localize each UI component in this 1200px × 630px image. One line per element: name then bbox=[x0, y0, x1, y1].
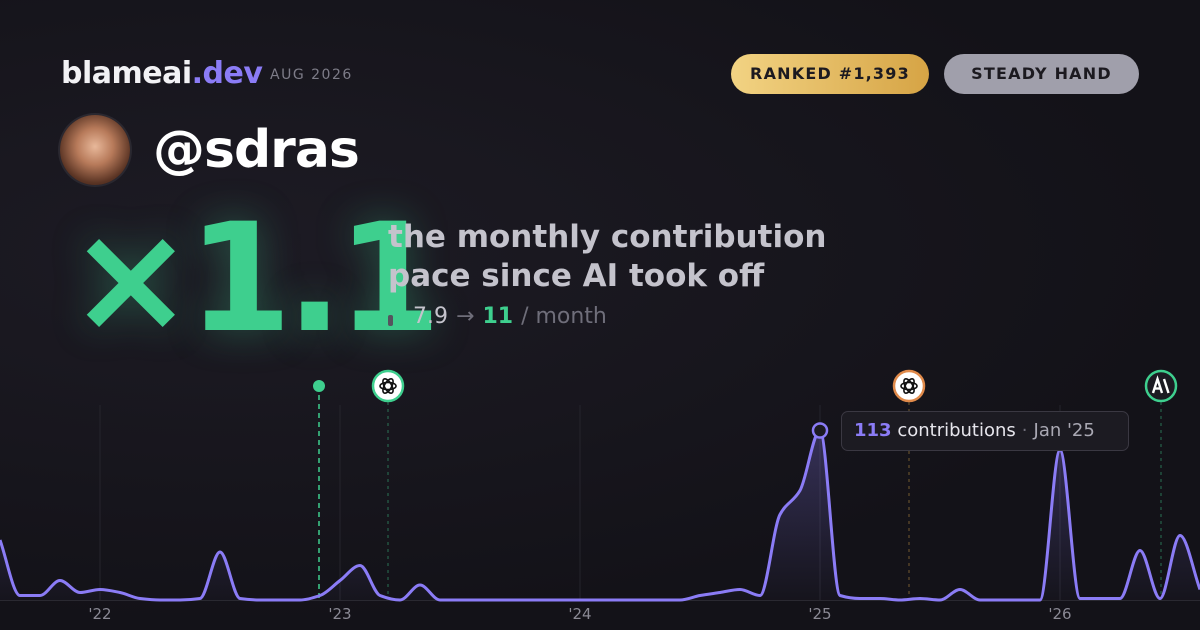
tooltip-value: 113 bbox=[854, 420, 892, 441]
plot bbox=[0, 422, 1200, 602]
rank-badge: RANKED #1,393 bbox=[731, 54, 929, 94]
x-tick-label: '24 bbox=[568, 605, 591, 623]
x-tick-label: '25 bbox=[808, 605, 831, 623]
event-dot bbox=[313, 380, 325, 392]
x-tick-label: '23 bbox=[328, 605, 351, 623]
stats: 7.9 → 11 / month bbox=[388, 304, 607, 329]
after-value: 11 bbox=[482, 304, 514, 329]
openai-glyph bbox=[900, 378, 918, 394]
unit: / month bbox=[521, 304, 607, 329]
x-tick-label: '26 bbox=[1048, 605, 1071, 623]
highlight-point bbox=[811, 422, 829, 439]
date: AUG 2026 bbox=[270, 67, 353, 83]
avatar bbox=[60, 115, 130, 185]
stats-icon bbox=[388, 307, 401, 326]
tooltip: 113 contributions · Jan '25 bbox=[841, 411, 1129, 451]
tooltip-separator: · bbox=[1021, 420, 1028, 441]
area bbox=[0, 430, 1200, 600]
before-value: 7.9 bbox=[413, 304, 448, 329]
x-tick-label: '22 bbox=[88, 605, 111, 623]
openai-icon bbox=[371, 369, 405, 403]
brand: blameai.dev bbox=[61, 56, 263, 91]
line bbox=[0, 429, 1200, 602]
brand-name: blameai bbox=[61, 56, 192, 91]
arrow: → bbox=[456, 304, 475, 329]
multiplier: ×1.1 bbox=[68, 192, 441, 366]
handle: @sdras bbox=[153, 120, 360, 180]
tooltip-date: Jan '25 bbox=[1033, 420, 1095, 441]
anthropic-glyph bbox=[1151, 375, 1170, 394]
events bbox=[313, 369, 1178, 598]
openai-glyph bbox=[379, 378, 397, 394]
description: the monthly contribution pace since AI t… bbox=[388, 218, 826, 296]
openai-icon bbox=[892, 369, 926, 403]
description-line: pace since AI took off bbox=[388, 258, 765, 294]
brand-tld: .dev bbox=[191, 56, 263, 91]
tooltip-label: contributions bbox=[897, 420, 1016, 441]
tag-badge: STEADY HAND bbox=[944, 54, 1139, 94]
description-line: the monthly contribution bbox=[388, 219, 827, 255]
